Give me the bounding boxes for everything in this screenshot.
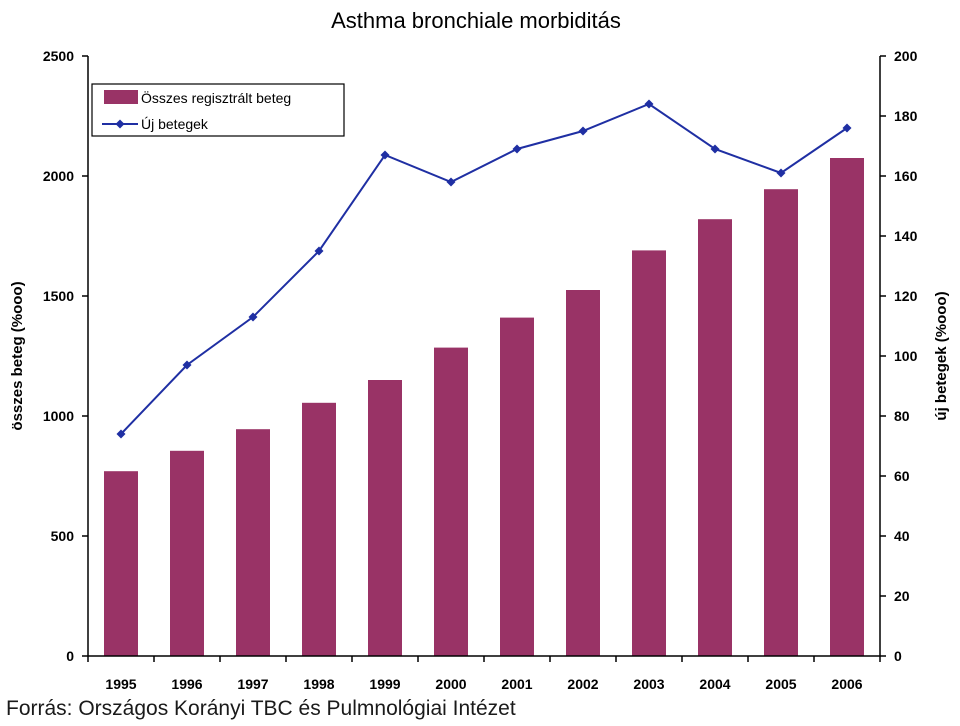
- bar-2005: [764, 189, 798, 656]
- chart: Asthma bronchiale morbiditás 05001000150…: [9, 8, 950, 692]
- legend: Összes regisztrált beteg Új betegek: [91, 83, 345, 137]
- right-axis-ticks: 0 20 40 60 80 100 120 140 160 180 200: [880, 48, 918, 664]
- line-markers: [116, 99, 852, 439]
- line-series-new-patients: [120, 102, 848, 435]
- bar-2000: [434, 347, 468, 656]
- right-tick-label: 40: [894, 528, 910, 544]
- bar-2006: [830, 158, 864, 656]
- right-tick-label: 180: [894, 108, 918, 124]
- bar-2001: [500, 317, 534, 656]
- x-tick-label: 1998: [303, 676, 334, 692]
- bar-2004: [698, 219, 732, 656]
- source-note: Forrás: Országos Korányi TBC és Pulmnoló…: [6, 697, 516, 720]
- chart-title: Asthma bronchiale morbiditás: [331, 8, 621, 33]
- x-tick-label: 2001: [501, 676, 532, 692]
- bar-1997: [236, 429, 270, 656]
- right-tick-label: 100: [894, 348, 918, 364]
- right-tick-label: 160: [894, 168, 918, 184]
- bar-1995: [104, 471, 138, 656]
- right-tick-label: 120: [894, 288, 918, 304]
- point-1995: [116, 429, 126, 439]
- right-tick-label: 80: [894, 408, 910, 424]
- x-tick-label: 1997: [237, 676, 268, 692]
- left-tick-label: 500: [51, 528, 75, 544]
- bar-1996: [170, 450, 204, 656]
- left-tick-label: 1500: [43, 288, 74, 304]
- x-tick-label: 1995: [105, 676, 136, 692]
- point-1999: [380, 150, 390, 160]
- bar-2003: [632, 250, 666, 656]
- point-2002: [578, 126, 588, 136]
- x-tick-label: 2004: [699, 676, 730, 692]
- legend-diamond-marker: [115, 119, 125, 129]
- left-axis-ticks: 0 500 1000 1500 2000 2500: [43, 48, 88, 664]
- legend-label-line: Új betegek: [141, 116, 209, 132]
- x-tick-label: 2002: [567, 676, 598, 692]
- bar-series: [104, 158, 864, 656]
- right-tick-label: 140: [894, 228, 918, 244]
- point-1996: [182, 360, 192, 370]
- point-2005: [776, 168, 786, 178]
- point-2004: [710, 144, 720, 154]
- point-2003: [644, 99, 654, 109]
- point-2001: [512, 144, 522, 154]
- legend-label-bars: Összes regisztrált beteg: [141, 89, 291, 106]
- left-tick-label: 1000: [43, 408, 74, 424]
- bar-1998: [302, 402, 336, 656]
- x-tick-label: 1996: [171, 676, 202, 692]
- point-1997: [248, 312, 258, 322]
- right-tick-label: 0: [894, 648, 902, 664]
- x-tick-label: 2005: [765, 676, 796, 692]
- x-tick-label: 2006: [831, 676, 862, 692]
- point-2006: [842, 123, 852, 133]
- left-tick-label: 2500: [43, 48, 74, 64]
- left-axis-label: összes beteg (%ooo): [9, 281, 26, 430]
- x-axis-ticks: 1995 1996 1997 1998 1999 2000 2001 2002 2003 2004…: [87, 656, 881, 692]
- bar-2002: [566, 290, 600, 656]
- bar-1999: [368, 380, 402, 656]
- point-1998: [314, 246, 324, 256]
- x-tick-label: 2003: [633, 676, 664, 692]
- right-tick-label: 60: [894, 468, 910, 484]
- right-tick-label: 20: [894, 588, 910, 604]
- right-tick-label: 200: [894, 48, 918, 64]
- point-2000: [446, 177, 456, 187]
- left-tick-label: 0: [66, 648, 74, 664]
- x-tick-label: 2000: [435, 676, 466, 692]
- left-tick-label: 2000: [43, 168, 74, 184]
- legend-bar-swatch: [104, 90, 138, 104]
- right-axis-label: új betegek (%ooo): [933, 291, 950, 420]
- x-tick-label: 1999: [369, 676, 400, 692]
